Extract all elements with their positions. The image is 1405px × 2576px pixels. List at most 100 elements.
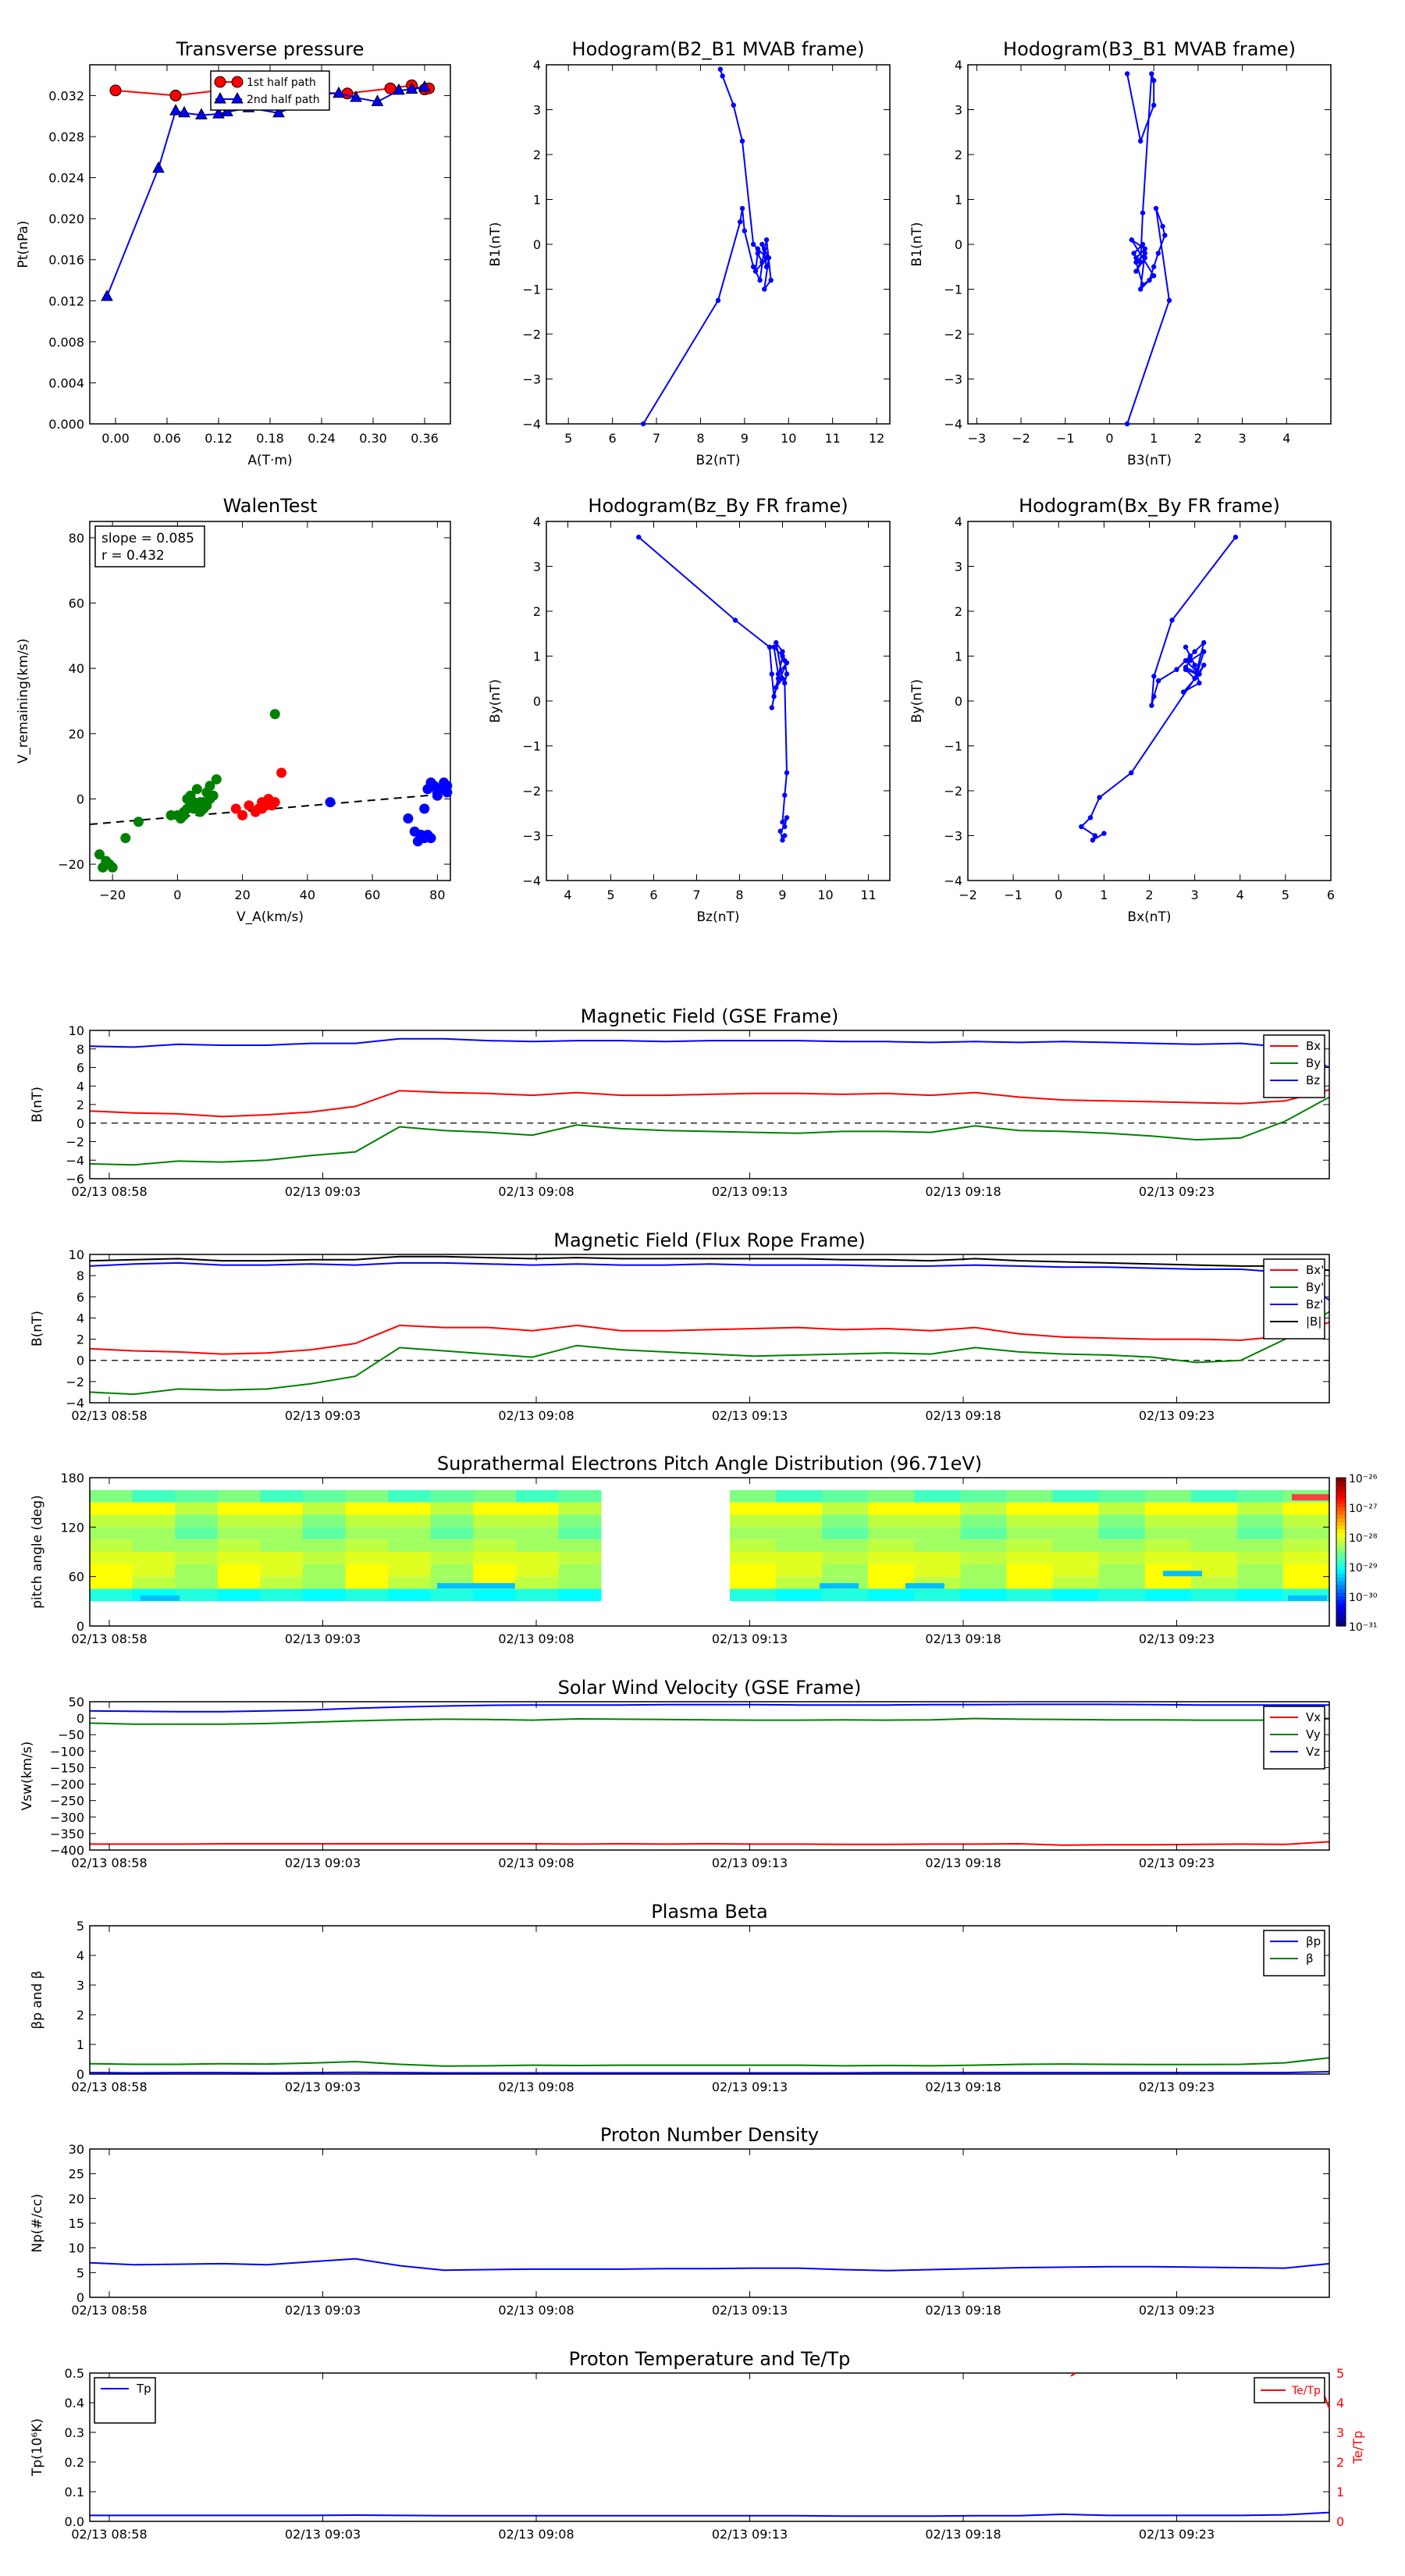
y-tick-label: −200 — [50, 1777, 84, 1792]
series-line — [89, 1255, 1330, 1272]
x-tick-label: 0.24 — [308, 431, 336, 446]
data-point — [1160, 223, 1165, 229]
x-tick-label: 02/13 09:13 — [712, 2080, 788, 2094]
data-point — [1151, 264, 1157, 269]
heatmap-cell — [473, 1489, 517, 1503]
data-point — [1137, 286, 1144, 292]
data-point — [221, 105, 233, 116]
heatmap-cell — [914, 1489, 961, 1503]
heatmap-cell — [1144, 1576, 1192, 1589]
x-tick-label: 0 — [1105, 431, 1113, 446]
colorbar-segment — [1336, 1493, 1346, 1497]
series-line — [89, 1717, 1330, 1725]
heatmap-cell — [345, 1502, 389, 1515]
legend-label: Bx' — [1306, 1263, 1324, 1277]
legend-label: By' — [1306, 1280, 1324, 1294]
heatmap-cell — [960, 1589, 1007, 1602]
colorbar-segment — [1336, 1540, 1346, 1546]
y-tick-label: 0.024 — [48, 171, 84, 186]
x-tick-label: 3 — [1238, 431, 1246, 446]
heatmap-cell — [1144, 1502, 1192, 1515]
heatmap-cell — [132, 1489, 176, 1503]
data-point — [1192, 649, 1197, 654]
y-tick-label: 3 — [76, 1978, 84, 1993]
heatmap-cell — [175, 1589, 219, 1602]
data-point — [1149, 71, 1154, 76]
data-point — [195, 108, 208, 119]
heatmap-cell — [302, 1564, 346, 1577]
heatmap-cell — [1282, 1539, 1330, 1552]
data-point — [211, 774, 222, 785]
chart-panel: Suprathermal Electrons Pitch Angle Distr… — [30, 1453, 1378, 1646]
heatmap-cell — [430, 1564, 474, 1577]
data-point — [269, 709, 280, 720]
x-tick-label: 02/13 09:13 — [712, 2303, 788, 2318]
data-point — [763, 264, 770, 269]
x-tick-label: 02/13 08:58 — [71, 1856, 147, 1870]
y-tick-label: 0 — [533, 237, 541, 252]
data-point — [762, 286, 767, 292]
y-tick-label: −50 — [58, 1727, 84, 1742]
y-tick-label: −20 — [58, 857, 84, 872]
colorbar-segment — [1336, 1563, 1346, 1567]
x-tick-label: −2 — [1012, 431, 1030, 446]
y-axis-label: Vsw(km/s) — [20, 1742, 35, 1811]
data-point — [759, 241, 765, 247]
y-tick-label: −2 — [944, 327, 962, 342]
x-tick-label: 02/13 09:08 — [498, 1631, 574, 1646]
heatmap-cell — [90, 1527, 133, 1540]
colorbar-segment — [1336, 1503, 1346, 1508]
data-point — [1133, 255, 1139, 261]
heatmap-cell — [217, 1502, 261, 1515]
legend-box — [210, 70, 330, 111]
heatmap-cell — [1282, 1552, 1330, 1564]
heatmap-cell — [960, 1502, 1007, 1515]
series-line — [90, 1841, 1330, 1846]
heatmap-cell — [1098, 1502, 1146, 1515]
colorbar-tick-label: 10⁻³¹ — [1349, 1621, 1377, 1634]
data-point — [230, 803, 241, 814]
colorbar-segment — [1336, 1500, 1346, 1504]
data-point — [120, 833, 131, 844]
series-line — [89, 1311, 1330, 1396]
data-point — [780, 838, 785, 843]
colorbar-segment — [1336, 1596, 1346, 1601]
y-tick-label: 0.012 — [48, 294, 84, 308]
x-tick-label: 02/13 09:23 — [1139, 1184, 1215, 1199]
heatmap-cell — [1190, 1514, 1238, 1528]
heatmap-cell — [730, 1527, 777, 1540]
y-tick-label: 0.020 — [48, 212, 84, 226]
legend-label: By — [1306, 1056, 1321, 1070]
data-point — [152, 161, 165, 173]
y2-tick-label: 3 — [1336, 2425, 1344, 2440]
heatmap-cell — [473, 1589, 517, 1602]
data-point — [405, 82, 418, 94]
colorbar-tick-label: 10⁻²⁷ — [1349, 1503, 1377, 1515]
colorbar-segment — [1336, 1599, 1346, 1605]
heatmap-cell — [515, 1514, 559, 1528]
heatmap-cell — [776, 1589, 823, 1602]
data-point — [1087, 815, 1094, 820]
y-tick-label: 0 — [955, 694, 962, 709]
data-point — [782, 658, 788, 664]
series-line — [1126, 73, 1171, 425]
heatmap-cell — [175, 1576, 219, 1589]
y-tick-label: 6 — [76, 1290, 84, 1304]
y-tick-label: 2 — [533, 148, 541, 162]
data-point — [1149, 703, 1154, 708]
colorbar-segment — [1336, 1618, 1346, 1623]
data-point — [442, 787, 453, 798]
chart-panel: Hodogram(B3_B1 MVAB frame) −4 −3 −2 −1 0 1 2 3 4 −… — [909, 38, 1332, 468]
heatmap-cell — [1144, 1539, 1192, 1552]
heatmap-cell — [1236, 1589, 1284, 1602]
data-point — [1137, 259, 1144, 265]
heatmap-cell — [345, 1527, 389, 1540]
colorbar-segment — [1336, 1592, 1346, 1597]
legend-label: |B| — [1306, 1315, 1321, 1329]
heatmap-cell — [776, 1502, 823, 1515]
heatmap-cell — [960, 1489, 1007, 1503]
data-point — [752, 269, 759, 274]
heatmap-cell — [868, 1514, 915, 1528]
colorbar-tick-label: 10⁻²⁶ — [1349, 1473, 1378, 1485]
legend-label: Tp — [136, 2382, 151, 2396]
